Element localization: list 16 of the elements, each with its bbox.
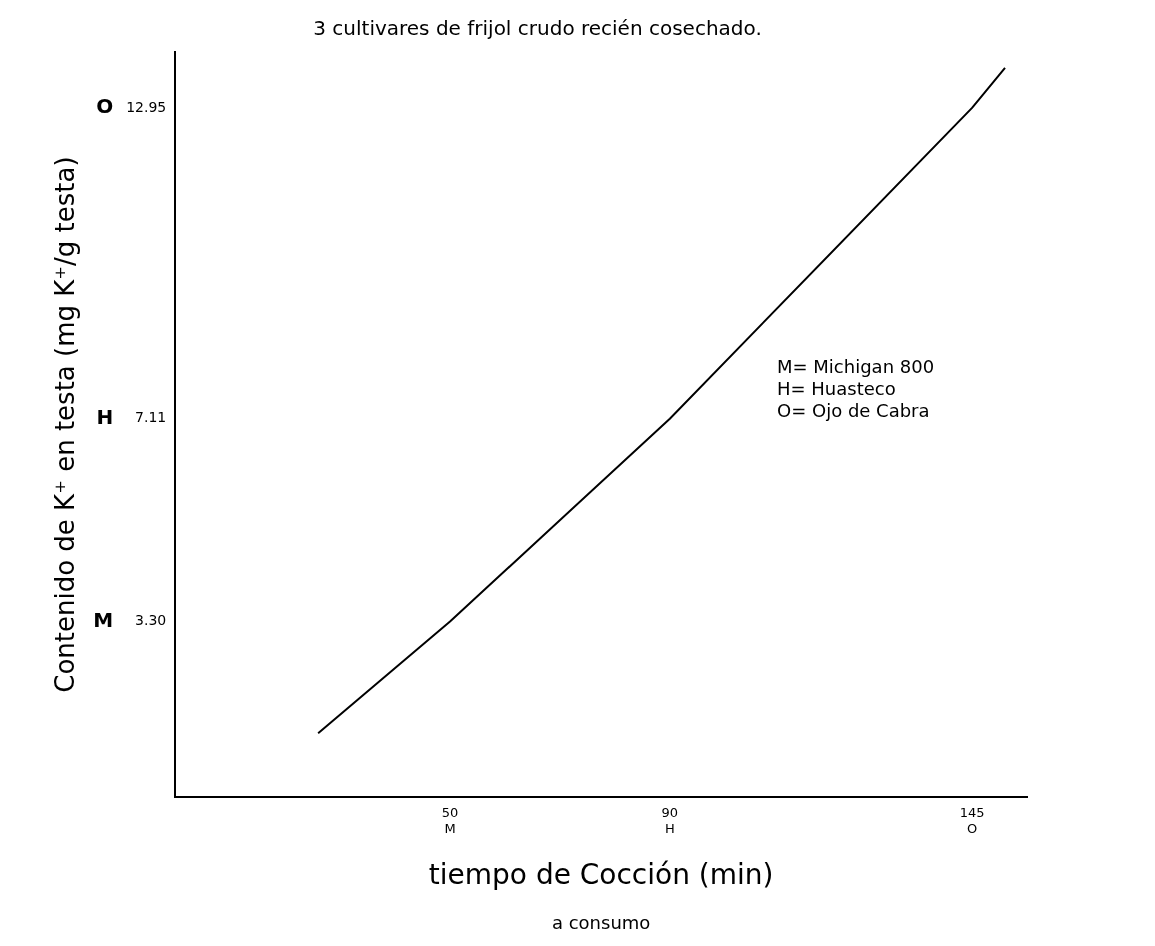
x-tick-label: 145 O xyxy=(959,805,985,836)
x-axis-title: tiempo de Cocción (min) xyxy=(428,858,774,892)
text: a consumo xyxy=(551,911,651,933)
text: H xyxy=(96,404,114,429)
y-axis-title: Contenido de K⁺ en testa (mg K⁺/g testa) xyxy=(50,156,81,693)
annotation: H= Huasteco xyxy=(777,377,896,399)
y-tick-label: 12.95 xyxy=(126,98,167,115)
y-tick-label: 7.11 xyxy=(135,409,167,426)
annotation: O= Ojo de Cabra xyxy=(777,399,930,421)
text: O xyxy=(96,94,114,119)
x-tick-label: 50 M xyxy=(441,805,459,836)
text: M xyxy=(93,607,114,632)
annotation: M= Michigan 800 xyxy=(777,355,935,377)
chart-title: 3 cultivares de frijol crudo recién cosechado. xyxy=(313,16,762,41)
x-tick-label: 90 H xyxy=(661,805,679,836)
y-tick-label: 3.30 xyxy=(135,612,167,629)
